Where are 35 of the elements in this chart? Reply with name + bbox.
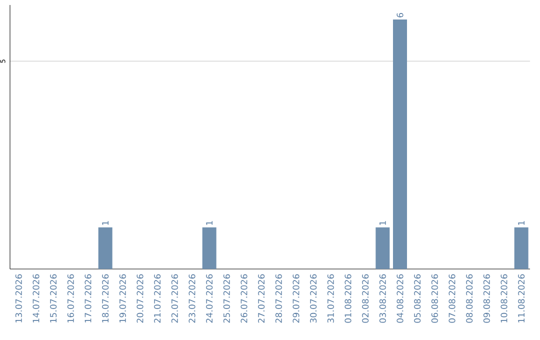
x-tick-label: 01.08.2026 [344,274,352,323]
x-tick-label: 14.07.2026 [32,274,40,322]
x-tick-label: 06.08.2026 [431,274,438,323]
x-tick-label: 10.08.2026 [500,274,508,322]
data-label: 1 [102,221,108,225]
x-tick-label: 08.08.2026 [466,274,473,323]
x-tick-label: 16.07.2026 [67,274,74,322]
x-tick-label: 24.07.2026 [206,274,213,323]
x-tick-label: 17.07.2026 [84,274,92,322]
data-label: 1 [380,221,386,225]
x-tick-label: 28.07.2026 [275,274,282,323]
data-label: 1 [518,221,524,225]
x-tick-label: 03.08.2026 [379,274,386,323]
x-tick-label: 31.07.2026 [327,274,334,323]
x-tick-label: 13.07.2026 [15,274,22,322]
x-tick-label: 05.08.2026 [414,274,421,323]
x-tick-label: 22.07.2026 [171,274,178,323]
x-tick-label: 19.07.2026 [119,274,126,322]
x-tick-label: 30.07.2026 [310,274,317,323]
x-tick-label: 07.08.2026 [448,274,456,323]
x-tick-label: 02.08.2026 [362,274,369,323]
x-tick-label: 29.07.2026 [292,274,300,323]
x-tick-label: 23.07.2026 [188,274,196,323]
x-tick-label: 25.07.2026 [223,274,230,323]
x-tick-label: 15.07.2026 [50,274,57,322]
x-tick-label: 11.08.2026 [518,274,525,322]
x-tick-label: 09.08.2026 [483,274,490,323]
data-label: 1 [206,221,212,225]
x-tick-label: 18.07.2026 [102,274,109,322]
x-tick-label: 27.07.2026 [258,274,265,323]
x-tick-label: 21.07.2026 [154,274,161,323]
x-tick-label: 04.08.2026 [396,274,404,323]
x-tick-label: 20.07.2026 [136,274,144,323]
x-tick-label: 26.07.2026 [240,274,248,323]
data-label: 6 [396,12,404,18]
